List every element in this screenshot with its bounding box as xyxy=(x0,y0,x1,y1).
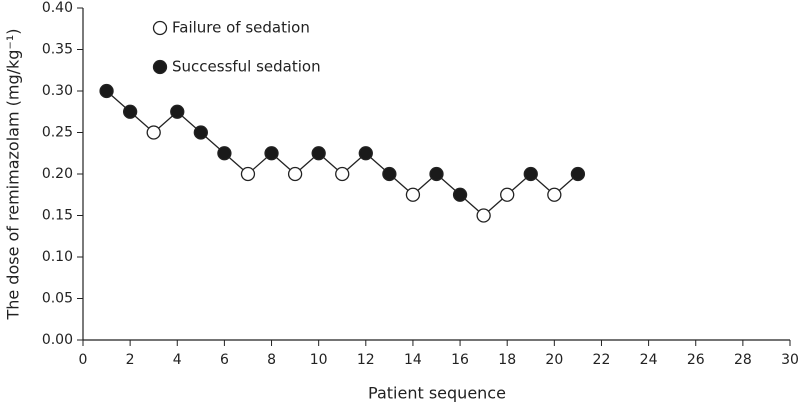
x-tick-label: 4 xyxy=(173,352,182,368)
x-tick-label: 22 xyxy=(593,352,611,368)
x-tick-label: 8 xyxy=(267,352,276,368)
point xyxy=(264,146,279,161)
point xyxy=(122,104,138,119)
legend-marker xyxy=(152,59,168,75)
point xyxy=(405,187,421,202)
point xyxy=(429,166,444,182)
x-axis-title: Patient sequence xyxy=(368,384,506,403)
y-tick-label: 0.20 xyxy=(42,166,73,182)
point xyxy=(146,125,161,140)
point xyxy=(476,208,491,223)
x-tick-label: 26 xyxy=(687,352,705,368)
point xyxy=(287,166,303,182)
y-axis-title: The dose of remimazolam (mg/kg⁻¹) xyxy=(4,28,23,320)
x-tick-label: 0 xyxy=(79,352,88,368)
point xyxy=(217,146,232,161)
y-tick-label: 0.25 xyxy=(42,125,73,141)
y-tick-label: 0.00 xyxy=(42,332,73,348)
x-tick-label: 16 xyxy=(451,352,469,368)
legend-marker xyxy=(152,20,168,36)
point xyxy=(240,166,256,182)
legend-label: Failure of sedation xyxy=(172,19,310,37)
legend-label: Successful sedation xyxy=(172,58,321,76)
x-tick-label: 30 xyxy=(781,352,799,368)
point xyxy=(382,166,397,182)
point xyxy=(335,166,350,182)
point xyxy=(500,187,515,202)
point xyxy=(452,187,468,202)
point xyxy=(570,166,586,182)
point xyxy=(170,104,185,119)
x-tick-label: 20 xyxy=(545,352,563,368)
y-tick-label: 0.15 xyxy=(42,208,73,224)
y-tick-label: 0.10 xyxy=(42,249,73,265)
x-tick-label: 6 xyxy=(220,352,229,368)
point xyxy=(99,83,114,99)
x-tick-label: 18 xyxy=(498,352,516,368)
point xyxy=(311,146,326,161)
x-tick-label: 12 xyxy=(357,352,375,368)
x-tick-label: 2 xyxy=(126,352,135,368)
point xyxy=(193,125,208,140)
x-tick-label: 24 xyxy=(640,352,658,368)
y-tick-label: 0.30 xyxy=(42,83,73,99)
x-tick-label: 28 xyxy=(734,352,752,368)
x-tick-label: 10 xyxy=(310,352,328,368)
y-tick-label: 0.40 xyxy=(42,0,73,16)
point xyxy=(523,166,538,182)
point xyxy=(547,187,562,202)
point xyxy=(358,146,373,161)
y-tick-label: 0.05 xyxy=(42,291,73,307)
y-tick-label: 0.35 xyxy=(42,42,73,58)
x-tick-label: 14 xyxy=(404,352,422,368)
